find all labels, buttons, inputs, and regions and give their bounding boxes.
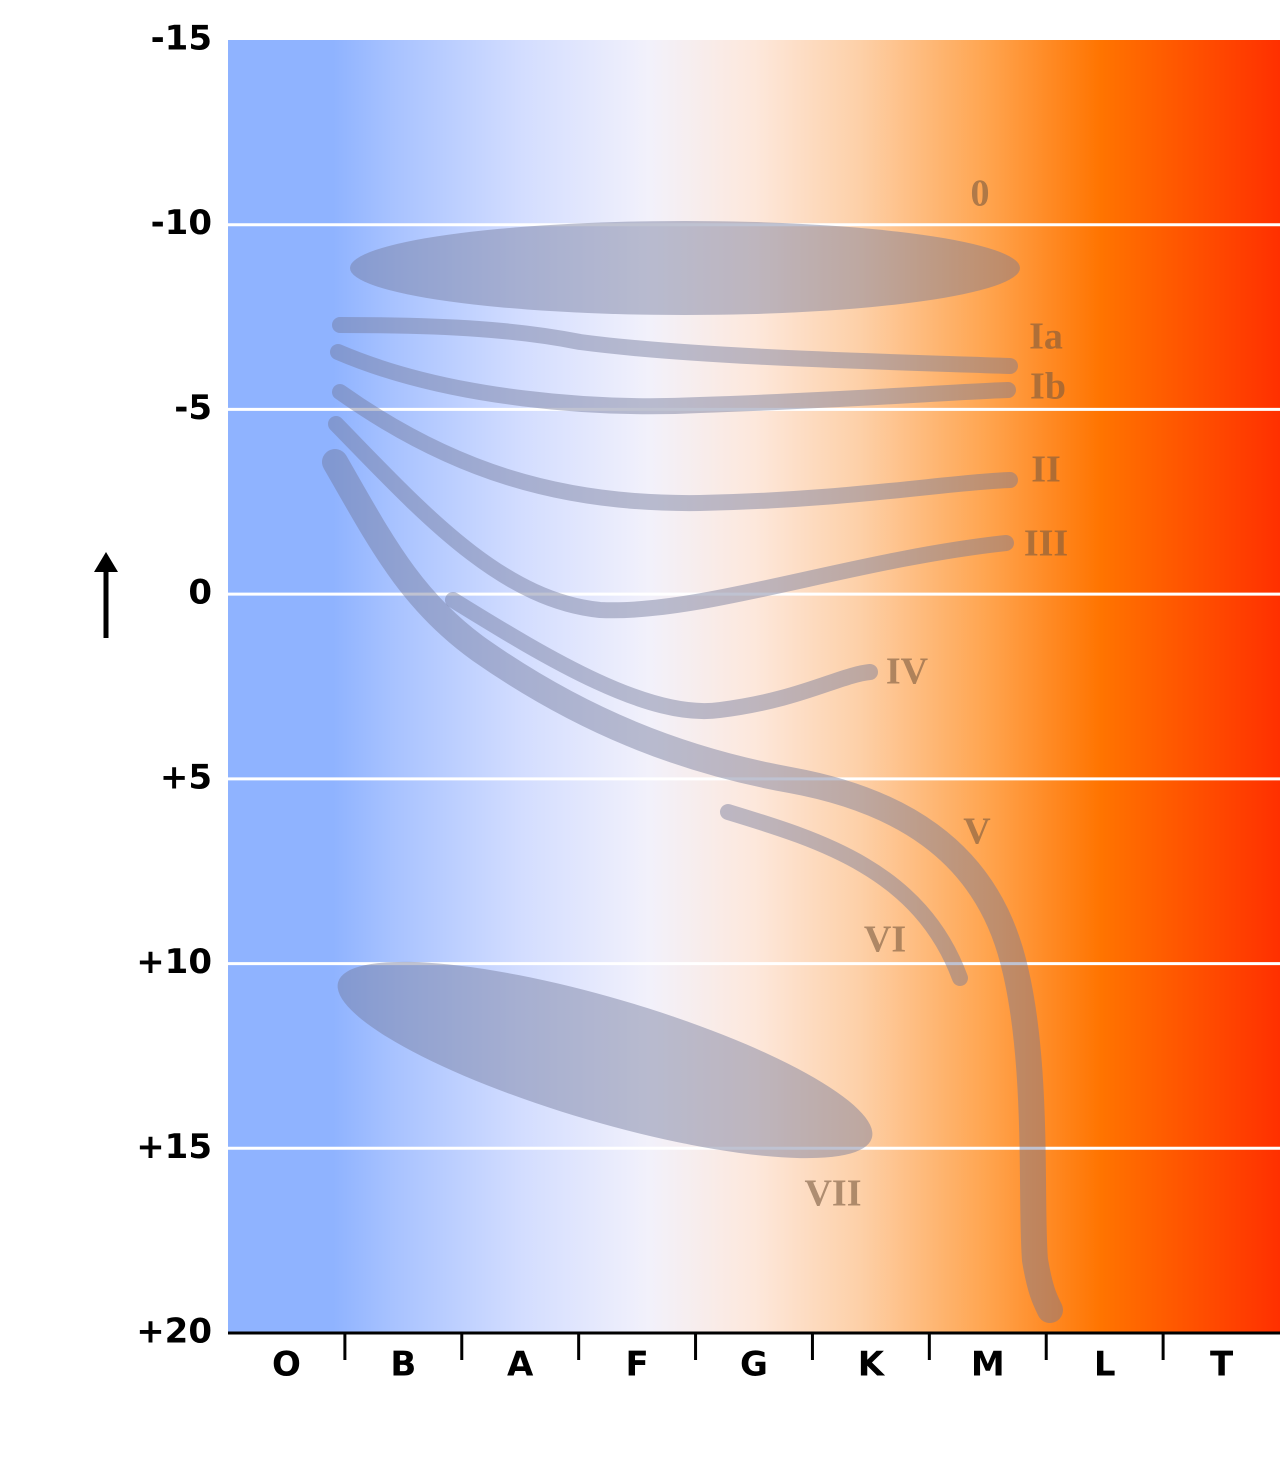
x-tick-label: L [1094,1345,1116,1385]
class-label: 0 [971,173,990,215]
x-tick-label: M [971,1345,1005,1385]
x-tick-label: B [390,1345,416,1385]
x-tick-label: G [740,1345,768,1385]
class-label: V [963,811,991,853]
x-tick-label: F [625,1345,648,1385]
y-tick-label: +20 [136,1312,212,1352]
class-0-region [350,221,1020,315]
y-tick-label: -5 [174,388,212,428]
y-tick-label: +15 [136,1127,212,1167]
class-label: Ib [1030,366,1066,408]
y-tick-label: +5 [160,757,212,797]
class-label: II [1031,449,1061,491]
up-arrow [94,552,118,638]
y-tick-label: 0 [188,573,212,613]
class-ii-band [332,384,1018,512]
class-vi-band [720,804,968,986]
class-v-band [322,449,1063,1323]
class-label: Ia [1029,316,1063,358]
x-tick-label: A [507,1345,534,1385]
class-label: III [1024,523,1068,565]
x-tick-label: T [1210,1345,1234,1385]
class-iii-band [328,416,1014,619]
class-ia-band [332,317,1018,374]
class-ib-band [330,344,1016,415]
y-tick-label: +10 [136,942,212,982]
class-iv-band [445,592,878,720]
class-label: IV [886,651,929,693]
class-label: VII [804,1173,861,1215]
class-vii-region [337,961,873,1159]
plot-background [228,40,1280,1333]
y-tick-label: -10 [151,203,212,243]
luminosity-classes [322,221,1063,1323]
y-tick-label: -15 [151,19,212,59]
x-tick-label: K [858,1345,886,1385]
class-label: VI [864,919,906,961]
x-tick-label: O [272,1345,301,1385]
